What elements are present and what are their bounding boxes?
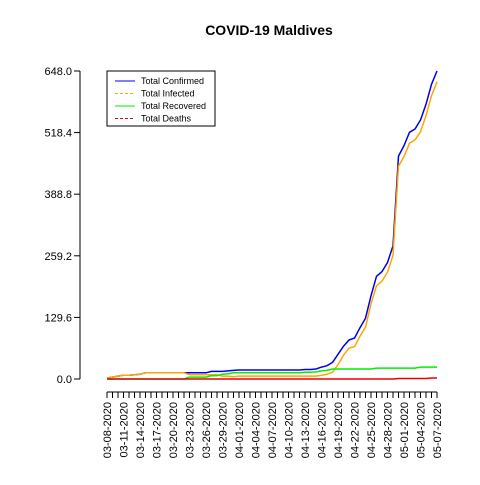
series-line-total-deaths (107, 377, 437, 380)
x-tick-label: 03-26-2020 (201, 402, 213, 458)
x-tick-label: 04-10-2020 (284, 402, 296, 458)
x-tick-label: 03-14-2020 (135, 402, 147, 458)
x-tick-label: 05-01-2020 (399, 402, 411, 458)
legend-box (106, 70, 216, 127)
x-tick-label: 05-07-2020 (432, 402, 444, 458)
x-tick-label: 04-28-2020 (383, 402, 395, 458)
y-tick-label: 0.0 (57, 374, 72, 386)
legend-label: Total Infected (141, 89, 195, 99)
x-tick-label: 04-04-2020 (251, 402, 263, 458)
x-tick-label: 04-19-2020 (333, 402, 345, 458)
x-tick-label: 03-17-2020 (152, 402, 164, 458)
y-tick-label: 129.6 (44, 312, 72, 324)
legend-label: Total Confirmed (141, 76, 204, 86)
series-line-total-infected (106, 81, 438, 379)
x-tick-label: 04-16-2020 (317, 402, 329, 458)
x-tick-label: 04-07-2020 (267, 402, 279, 458)
y-tick-label: 648.0 (44, 66, 72, 78)
legend-label: Total Deaths (141, 114, 192, 124)
legend: Total Confirmed Total Infected Total Recov… (106, 70, 216, 127)
y-tick-label: 388.8 (44, 189, 72, 201)
x-tick-label: 04-01-2020 (234, 402, 246, 458)
x-tick-label: 03-11-2020 (119, 402, 131, 457)
x-tick-label: 03-08-2020 (102, 402, 114, 458)
x-tick-label: 03-29-2020 (218, 402, 230, 458)
x-tick-label: 03-20-2020 (168, 402, 180, 458)
y-tick-label: 518.4 (44, 128, 72, 140)
x-tick-label: 04-22-2020 (350, 402, 362, 458)
x-tick-label: 05-04-2020 (416, 402, 428, 458)
chart-title: COVID-19 Maldives (205, 22, 333, 38)
x-tick-label: 04-13-2020 (300, 402, 312, 458)
series-lines (106, 70, 438, 380)
x-tick-label: 04-25-2020 (366, 402, 378, 458)
y-tick-label: 259.2 (44, 251, 72, 263)
legend-label: Total Recovered (141, 101, 206, 111)
x-tick-label: 03-23-2020 (185, 402, 197, 458)
axes: 0.0 129.6 259.2 388.8 518.4 648.0 03-08-2020 03… (44, 66, 444, 458)
